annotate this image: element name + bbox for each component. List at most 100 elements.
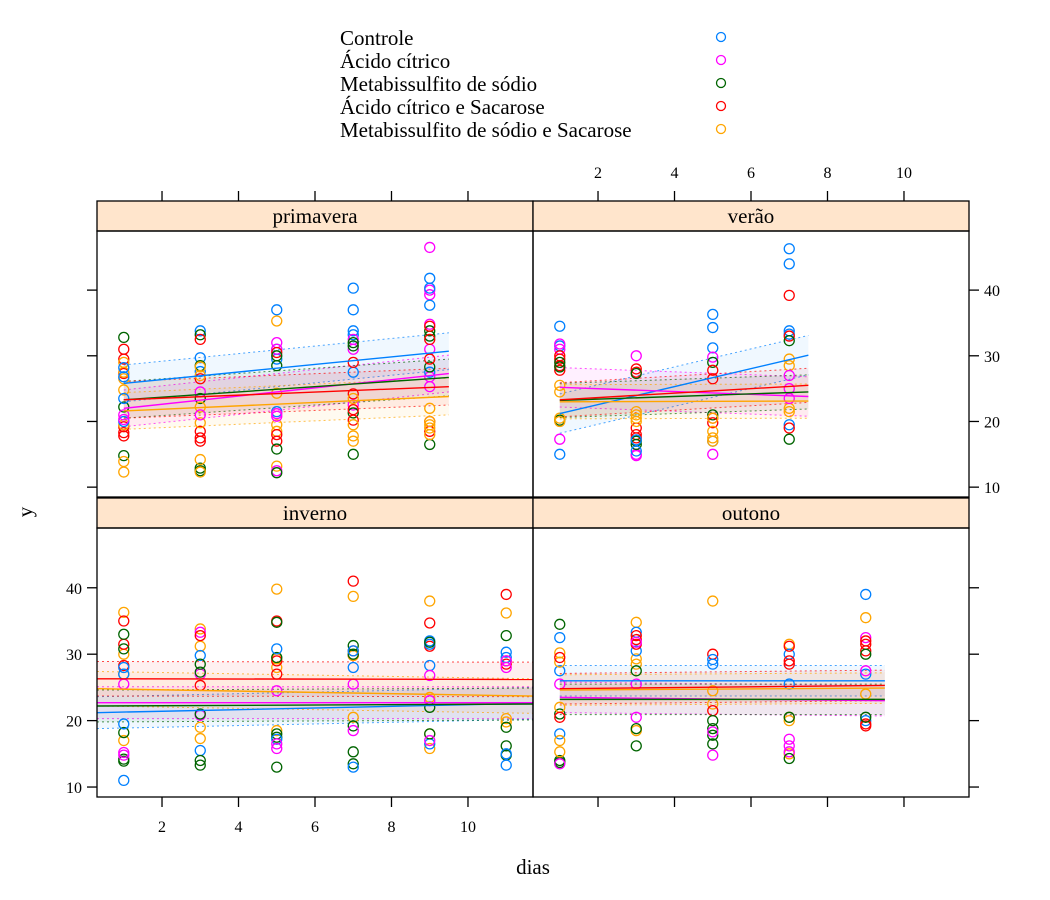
data-point (194, 417, 206, 429)
data-point (118, 392, 130, 405)
data-point (783, 419, 795, 431)
data-point (271, 761, 283, 773)
data-point (783, 330, 795, 342)
data-point (707, 435, 719, 447)
data-point (347, 337, 359, 349)
data-point (783, 433, 795, 445)
data-point (860, 714, 872, 727)
data-point (707, 714, 719, 727)
data-point (118, 615, 130, 627)
data-point (707, 653, 719, 666)
data-point (194, 325, 206, 337)
data-point (194, 732, 206, 745)
data-point (860, 631, 872, 644)
fit-line (123, 372, 449, 410)
data-point (707, 749, 719, 761)
x-tick-label-bottom: 4 (235, 819, 243, 836)
fit-line (559, 354, 809, 415)
data-point (554, 711, 566, 723)
data-point (118, 361, 130, 374)
data-point (347, 720, 359, 732)
data-point (347, 575, 359, 587)
data-point (630, 449, 642, 462)
ci-lower-line (559, 401, 809, 418)
data-point (707, 364, 719, 376)
data-point (707, 726, 719, 738)
data-point (860, 648, 872, 660)
data-point (194, 759, 206, 771)
data-point (118, 466, 130, 478)
data-point (783, 369, 795, 382)
data-point (630, 740, 642, 752)
data-point (347, 356, 359, 369)
data-point (194, 435, 206, 447)
legend-marker-icon (715, 100, 727, 112)
data-point (194, 623, 206, 635)
x-tick-label-bottom: 6 (311, 819, 319, 836)
data-point (554, 708, 566, 720)
x-tick-label-top: 2 (594, 165, 602, 182)
data-point (271, 742, 283, 755)
data-point (194, 466, 206, 478)
data-point (271, 724, 283, 737)
strip-label: verão (728, 204, 775, 228)
data-point (271, 428, 283, 441)
data-point (194, 754, 206, 767)
data-point (707, 308, 719, 321)
data-point (118, 628, 130, 640)
ci-lower-line (559, 700, 885, 705)
data-point (118, 734, 130, 747)
data-point (118, 606, 130, 619)
data-point (554, 728, 566, 740)
data-point (424, 728, 436, 740)
data-point (707, 351, 719, 363)
data-point (707, 321, 719, 334)
fit-line (559, 687, 885, 691)
data-point (118, 643, 130, 655)
data-point (118, 430, 130, 442)
data-point (194, 361, 206, 373)
data-point (347, 648, 359, 660)
data-point (554, 656, 566, 668)
data-point (118, 774, 130, 787)
data-point (194, 453, 206, 466)
data-point (630, 415, 642, 428)
data-point (707, 722, 719, 735)
data-point (500, 607, 512, 619)
data-point (424, 320, 436, 332)
data-point (347, 661, 359, 674)
x-tick-label-top: 6 (747, 165, 755, 182)
legend-marker-icon (715, 77, 727, 89)
data-point (860, 668, 872, 680)
data-point (271, 616, 283, 628)
data-point (783, 258, 795, 270)
legend-marker-icon (715, 123, 727, 135)
data-point (118, 755, 130, 767)
data-point (500, 655, 512, 667)
data-point (118, 726, 130, 739)
data-point (347, 746, 359, 758)
ci-upper-line (559, 367, 809, 378)
y-tick-label-right: 20 (984, 414, 1000, 431)
data-point (783, 392, 795, 405)
data-point (554, 338, 566, 350)
fit-line (97, 703, 533, 707)
data-point (194, 432, 206, 444)
ci-upper-line (559, 669, 885, 674)
data-point (630, 412, 642, 424)
data-point (424, 595, 436, 607)
data-point (630, 645, 642, 657)
data-point (554, 379, 566, 391)
data-point (194, 329, 206, 341)
data-point (194, 640, 206, 652)
data-point (554, 631, 566, 644)
fit-line (123, 376, 449, 401)
data-point (424, 272, 436, 284)
data-point (271, 685, 283, 697)
data-point (554, 734, 566, 747)
data-point (500, 740, 512, 752)
panel-frame (532, 527, 970, 798)
data-point (347, 711, 359, 723)
x-tick-label-top: 8 (823, 165, 831, 182)
data-point (707, 685, 719, 697)
